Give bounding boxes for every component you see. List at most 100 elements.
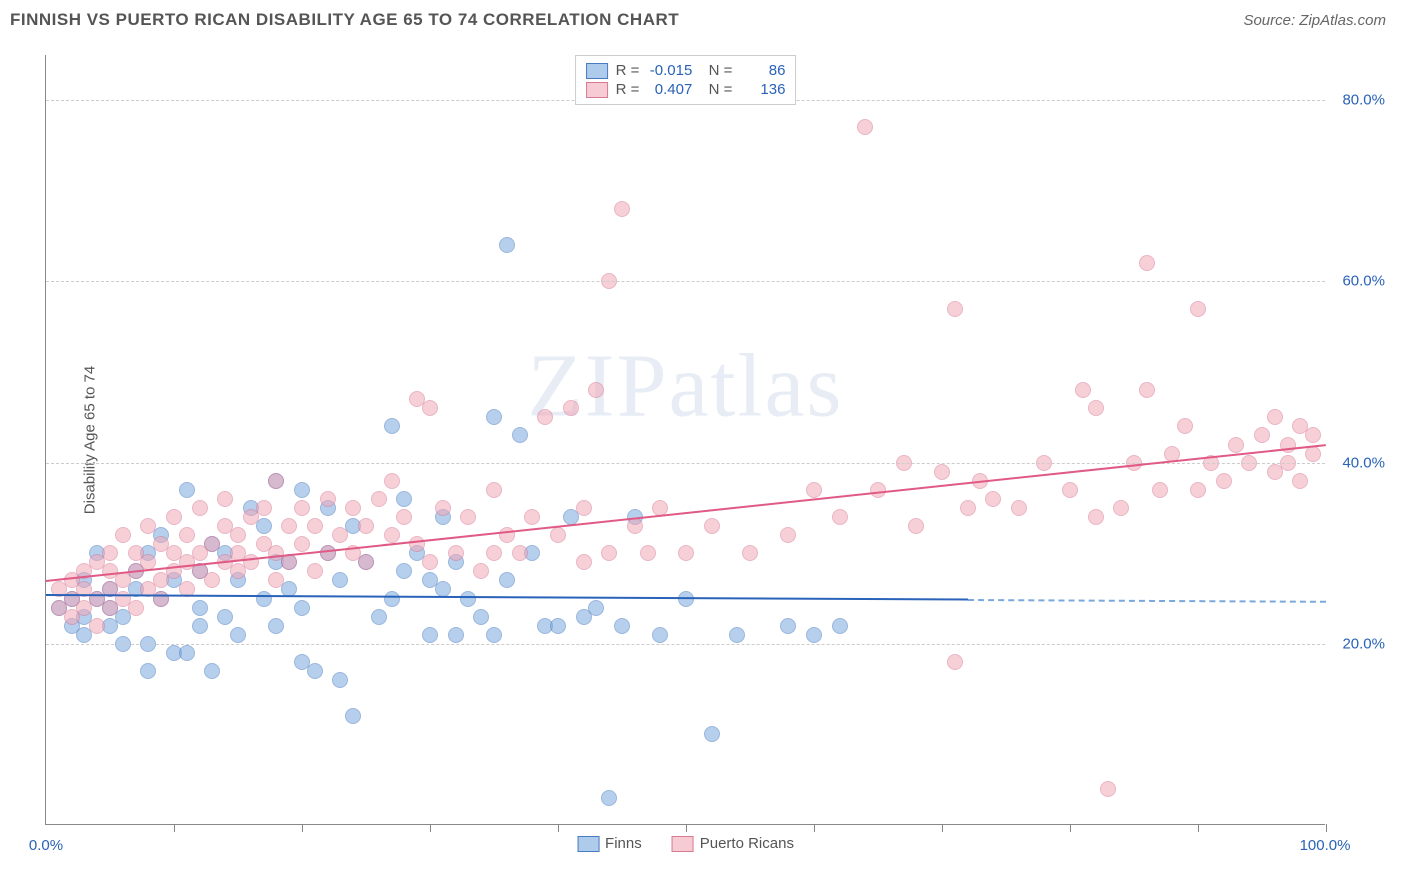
n-label: N = bbox=[700, 81, 732, 98]
y-tick-label: 80.0% bbox=[1330, 92, 1385, 109]
data-point bbox=[448, 627, 464, 643]
r-value-pr: 0.407 bbox=[647, 81, 692, 98]
data-point bbox=[460, 591, 476, 607]
data-point bbox=[256, 500, 272, 516]
data-point bbox=[1088, 509, 1104, 525]
data-point bbox=[1267, 409, 1283, 425]
data-point bbox=[217, 491, 233, 507]
r-label: R = bbox=[616, 62, 640, 79]
data-point bbox=[537, 409, 553, 425]
data-point bbox=[704, 518, 720, 534]
data-point bbox=[499, 572, 515, 588]
x-tick bbox=[942, 824, 943, 832]
chart-header: FINNISH VS PUERTO RICAN DISABILITY AGE 6… bbox=[0, 0, 1406, 38]
data-point bbox=[652, 627, 668, 643]
x-tick bbox=[558, 824, 559, 832]
data-point bbox=[627, 518, 643, 534]
data-point bbox=[947, 654, 963, 670]
swatch-pink-icon bbox=[672, 836, 694, 852]
y-axis-label: Disability Age 65 to 74 bbox=[82, 365, 99, 513]
x-tick bbox=[1198, 824, 1199, 832]
data-point bbox=[204, 536, 220, 552]
data-point bbox=[499, 237, 515, 253]
data-point bbox=[1216, 473, 1232, 489]
data-point bbox=[332, 572, 348, 588]
data-point bbox=[128, 600, 144, 616]
data-point bbox=[486, 409, 502, 425]
grid-line bbox=[46, 281, 1325, 282]
data-point bbox=[576, 500, 592, 516]
data-point bbox=[588, 600, 604, 616]
data-point bbox=[960, 500, 976, 516]
data-point bbox=[102, 545, 118, 561]
y-tick-label: 60.0% bbox=[1330, 273, 1385, 290]
data-point bbox=[1305, 427, 1321, 443]
x-tick-left: 0.0% bbox=[29, 837, 63, 854]
series-legend: Finns Puerto Ricans bbox=[577, 835, 794, 852]
data-point bbox=[780, 527, 796, 543]
data-point bbox=[524, 509, 540, 525]
source-attribution: Source: ZipAtlas.com bbox=[1243, 12, 1386, 29]
data-point bbox=[563, 400, 579, 416]
x-tick bbox=[302, 824, 303, 832]
data-point bbox=[384, 527, 400, 543]
data-point bbox=[448, 545, 464, 561]
data-point bbox=[614, 618, 630, 634]
data-point bbox=[332, 527, 348, 543]
data-point bbox=[614, 201, 630, 217]
data-point bbox=[1190, 301, 1206, 317]
data-point bbox=[256, 591, 272, 607]
data-point bbox=[281, 518, 297, 534]
data-point bbox=[704, 726, 720, 742]
data-point bbox=[192, 618, 208, 634]
data-point bbox=[294, 600, 310, 616]
data-point bbox=[832, 618, 848, 634]
data-point bbox=[409, 536, 425, 552]
data-point bbox=[140, 518, 156, 534]
data-point bbox=[294, 500, 310, 516]
data-point bbox=[268, 473, 284, 489]
data-point bbox=[179, 482, 195, 498]
x-tick-right: 100.0% bbox=[1300, 837, 1351, 854]
data-point bbox=[601, 545, 617, 561]
data-point bbox=[1190, 482, 1206, 498]
data-point bbox=[1139, 382, 1155, 398]
data-point bbox=[204, 572, 220, 588]
n-value-finns: 86 bbox=[740, 62, 785, 79]
data-point bbox=[588, 382, 604, 398]
data-point bbox=[1011, 500, 1027, 516]
data-point bbox=[217, 609, 233, 625]
data-point bbox=[576, 554, 592, 570]
data-point bbox=[140, 663, 156, 679]
data-point bbox=[857, 119, 873, 135]
x-tick bbox=[1070, 824, 1071, 832]
data-point bbox=[332, 672, 348, 688]
data-point bbox=[678, 545, 694, 561]
data-point bbox=[985, 491, 1001, 507]
data-point bbox=[422, 400, 438, 416]
data-point bbox=[1254, 427, 1270, 443]
data-point bbox=[550, 618, 566, 634]
data-point bbox=[832, 509, 848, 525]
data-point bbox=[473, 609, 489, 625]
correlation-legend: R = -0.015 N = 86 R = 0.407 N = 136 bbox=[575, 55, 797, 105]
data-point bbox=[396, 491, 412, 507]
data-point bbox=[947, 301, 963, 317]
data-point bbox=[396, 563, 412, 579]
trend-line bbox=[46, 445, 1326, 583]
data-point bbox=[806, 482, 822, 498]
data-point bbox=[115, 527, 131, 543]
legend-item-finns: Finns bbox=[577, 835, 642, 852]
data-point bbox=[1228, 437, 1244, 453]
data-point bbox=[1062, 482, 1078, 498]
data-point bbox=[384, 591, 400, 607]
data-point bbox=[1292, 473, 1308, 489]
legend-label-finns: Finns bbox=[605, 835, 642, 852]
legend-label-pr: Puerto Ricans bbox=[700, 835, 794, 852]
data-point bbox=[422, 554, 438, 570]
n-value-pr: 136 bbox=[740, 81, 785, 98]
r-label: R = bbox=[616, 81, 640, 98]
y-tick-label: 20.0% bbox=[1330, 635, 1385, 652]
data-point bbox=[192, 500, 208, 516]
data-point bbox=[179, 527, 195, 543]
